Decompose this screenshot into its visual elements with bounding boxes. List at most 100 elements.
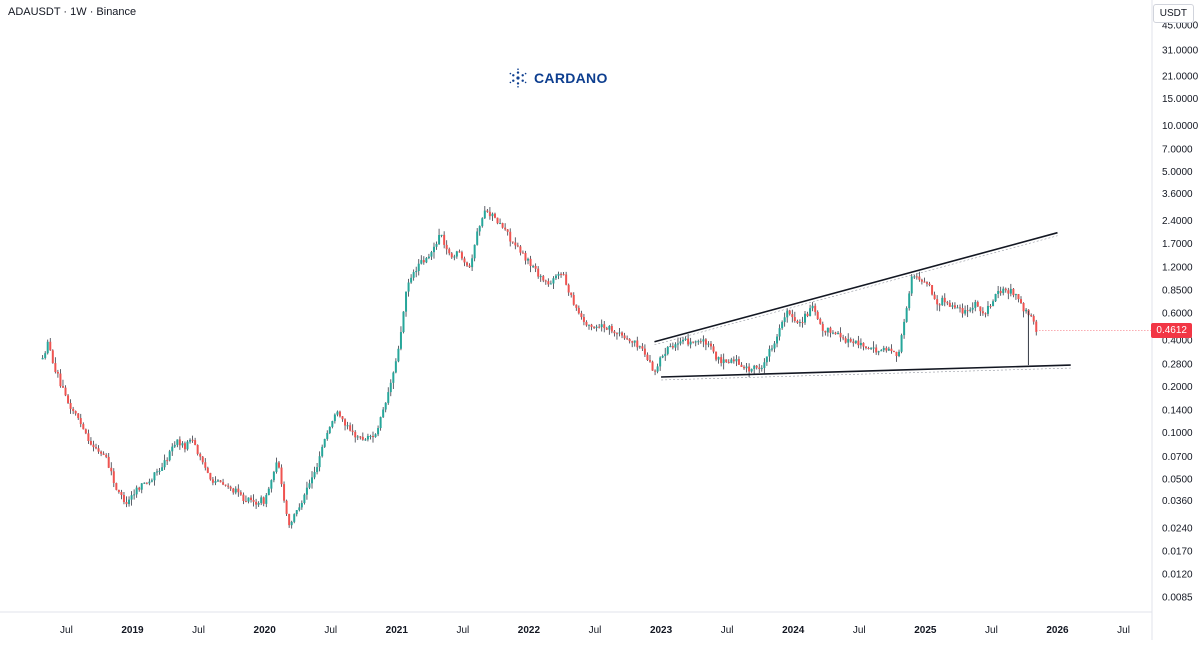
candle-body	[336, 411, 339, 415]
candle-body	[79, 418, 82, 425]
candle-body	[704, 339, 707, 345]
candle-body	[875, 347, 878, 353]
candle-body	[110, 467, 113, 472]
candle-body	[364, 439, 367, 441]
candle-body	[877, 351, 880, 353]
candle-body	[773, 343, 776, 349]
candle-body	[473, 244, 476, 259]
y-tick-label: 3.6000	[1162, 189, 1193, 200]
candle-body	[651, 361, 654, 371]
candle-body	[562, 274, 565, 276]
candle-body	[610, 326, 613, 332]
candle-body	[910, 276, 913, 294]
y-tick-label: 45.0000	[1162, 21, 1199, 32]
candle-body	[392, 372, 395, 383]
candle-body	[163, 460, 166, 468]
candle-body	[82, 424, 85, 430]
candle-body	[100, 451, 103, 454]
candle-body	[852, 341, 855, 344]
candle-body	[938, 304, 941, 306]
candle-body	[872, 347, 875, 349]
candle-body	[303, 494, 306, 504]
candle-body	[984, 313, 987, 315]
candle-body	[216, 480, 219, 482]
candle-body	[97, 448, 100, 452]
y-tick-label: 0.6000	[1162, 309, 1193, 320]
candle-body	[702, 339, 705, 342]
candle-body	[758, 367, 761, 369]
symbol-title[interactable]: ADAUSDT · 1W · Binance	[8, 6, 137, 18]
candle-body	[430, 252, 433, 257]
y-tick-label: 0.0085	[1162, 593, 1193, 604]
candle-body	[338, 411, 341, 417]
y-tick-label: 0.0360	[1162, 496, 1193, 507]
candle-body	[671, 345, 674, 348]
candle-body	[666, 347, 669, 354]
candle-body	[181, 443, 184, 446]
candle-body	[115, 483, 118, 490]
candle-body	[377, 428, 380, 435]
candle-body	[997, 290, 1000, 295]
candle-body	[890, 348, 893, 352]
candle-body	[1007, 290, 1010, 294]
candle-body	[999, 290, 1002, 294]
candle-body	[491, 213, 494, 217]
currency-selector[interactable]: USDT	[1152, 4, 1194, 23]
candle-body	[293, 514, 296, 522]
candle-body	[511, 241, 514, 243]
candle-body	[986, 305, 989, 314]
candle-body	[575, 304, 578, 308]
candle-body	[1002, 288, 1005, 294]
candle-body	[359, 436, 362, 438]
candle-body	[1030, 315, 1033, 317]
candle-body	[831, 332, 834, 334]
candle-body	[285, 500, 288, 514]
y-tick-label: 1.7000	[1162, 239, 1193, 250]
candle-body	[519, 246, 522, 253]
candle-body	[979, 306, 982, 312]
candle-body	[661, 356, 664, 358]
candle-body	[125, 502, 128, 505]
candle-body	[84, 429, 87, 434]
candle-body	[760, 367, 763, 369]
candle-body	[420, 260, 423, 264]
candle-body	[674, 344, 677, 348]
candle-body	[133, 494, 136, 496]
candle-body	[455, 251, 458, 257]
candle-body	[603, 324, 606, 329]
candle-body	[384, 402, 387, 410]
candle-body	[64, 387, 67, 396]
candle-body	[763, 362, 766, 368]
candle-body	[646, 354, 649, 361]
x-tick-label: Jul	[60, 625, 73, 636]
candle-body	[537, 268, 540, 277]
candle-body	[628, 339, 631, 342]
candle-body	[399, 332, 402, 349]
candle-body	[450, 253, 453, 258]
candle-body	[67, 395, 70, 403]
x-tick-label: Jul	[324, 625, 337, 636]
candle-body	[854, 340, 857, 344]
candle-body	[361, 436, 364, 440]
candle-body	[283, 484, 286, 501]
candle-body	[908, 293, 911, 309]
candle-body	[781, 322, 784, 329]
candle-body	[72, 408, 75, 411]
candle-body	[397, 348, 400, 362]
candle-body	[595, 326, 598, 328]
y-tick-label: 0.0240	[1162, 523, 1193, 534]
candle-body	[621, 332, 624, 336]
candle-body	[247, 497, 250, 502]
candle-body	[859, 342, 862, 346]
candle-body	[694, 341, 697, 343]
candle-body	[664, 353, 667, 357]
candle-body	[605, 328, 608, 330]
candle-body	[552, 278, 555, 284]
x-tick-label: 2019	[121, 625, 144, 636]
candle-body	[895, 351, 898, 357]
candle-body	[486, 210, 489, 212]
y-tick-label: 7.0000	[1162, 145, 1193, 156]
candle-body	[369, 435, 372, 437]
